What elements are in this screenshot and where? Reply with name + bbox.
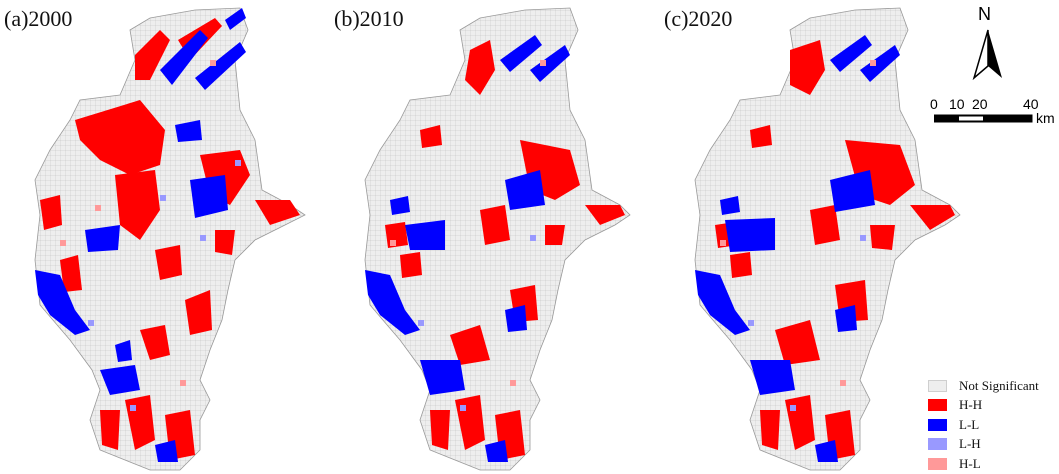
map-panel-2000: (a)2000 xyxy=(0,0,330,474)
ll-clusters xyxy=(365,35,570,462)
panel-title: (b)2010 xyxy=(334,6,404,31)
lh-clusters xyxy=(88,160,241,411)
scale-tick-label: 0 xyxy=(930,96,938,112)
legend-item: H-L xyxy=(928,454,1058,474)
legend-item: L-H xyxy=(928,435,1058,455)
legend-swatch xyxy=(928,418,947,431)
hl-clusters xyxy=(720,60,876,386)
legend-swatch xyxy=(928,438,947,451)
legend-label: Not Significant xyxy=(959,377,1039,393)
north-arrow-label: N xyxy=(978,4,991,24)
legend-label: H-H xyxy=(959,397,983,413)
legend-label: L-H xyxy=(959,436,981,452)
legend-label: L-L xyxy=(959,416,980,432)
scale-bar-graphic xyxy=(934,114,1033,123)
map-panel-2020: (c)2020 xyxy=(660,0,990,474)
legend-label: H-L xyxy=(959,455,981,471)
scale-bar: 0 10 20 40 km xyxy=(930,96,1055,132)
hl-clusters xyxy=(60,60,216,386)
legend-item: L-L xyxy=(928,415,1058,435)
hl-clusters xyxy=(390,60,546,386)
legend-swatch xyxy=(928,399,947,412)
scale-unit: km xyxy=(1036,110,1055,126)
scale-tick-label: 10 xyxy=(949,96,965,112)
legend: Not Significant H-H L-L L-H H-L xyxy=(928,376,1058,474)
map-panel-2010: (b)2010 xyxy=(330,0,660,474)
scale-tick-label: 20 xyxy=(972,96,988,112)
lisa-cluster-map xyxy=(34,7,306,471)
panel-title: (c)2020 xyxy=(664,6,733,31)
ll-clusters xyxy=(695,35,900,462)
panel-title: (a)2000 xyxy=(4,6,73,31)
ll-clusters xyxy=(35,8,246,462)
scale-tick-label: 40 xyxy=(1023,96,1039,112)
north-arrow-icon xyxy=(972,29,1002,80)
lisa-cluster-map xyxy=(694,7,961,471)
lisa-cluster-map xyxy=(364,7,631,471)
legend-swatch xyxy=(928,457,947,470)
legend-item: Not Significant xyxy=(928,376,1058,396)
legend-swatch xyxy=(928,379,947,392)
lh-clusters xyxy=(748,235,866,411)
lh-clusters xyxy=(418,235,536,411)
legend-item: H-H xyxy=(928,396,1058,416)
